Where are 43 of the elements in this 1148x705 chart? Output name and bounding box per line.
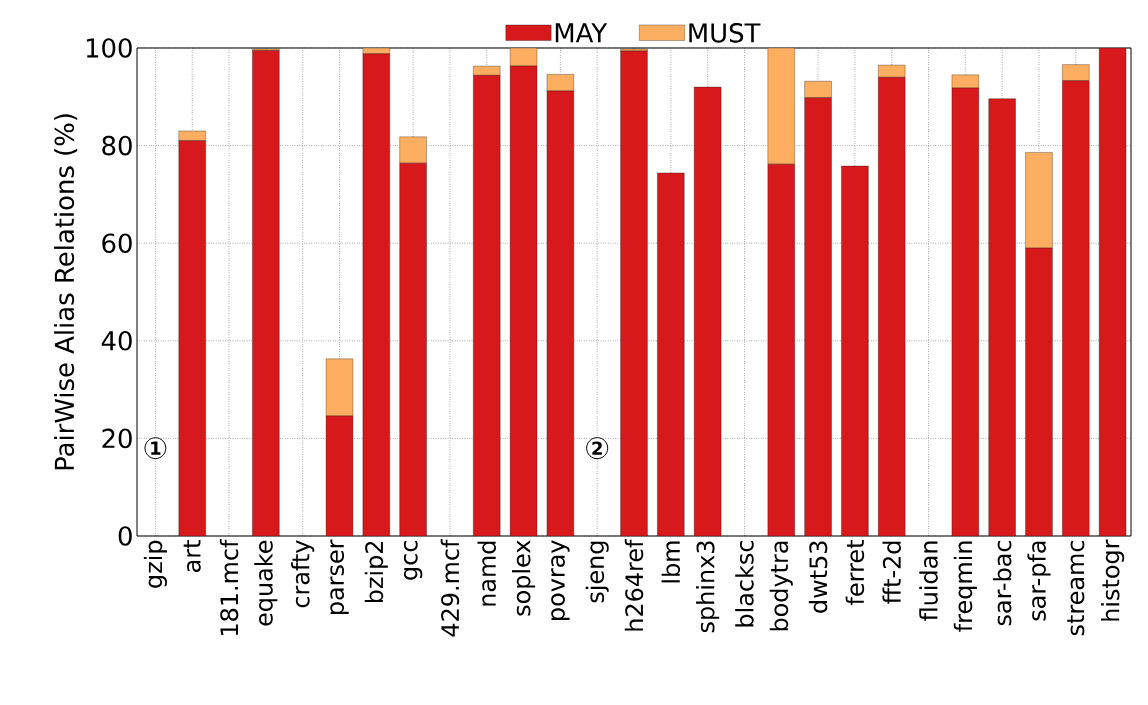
x-tick-label: histogr <box>1101 539 1125 621</box>
x-tick-label: povray <box>551 540 570 620</box>
y-tick-label: 0 <box>118 526 132 546</box>
y-tick-label: 60 <box>102 233 132 253</box>
x-tick-label: crafty <box>291 540 315 608</box>
x-tick-label: streamc <box>1067 541 1085 636</box>
x-tick-label: bodytra <box>769 541 793 631</box>
x-tick-label: ferret <box>845 540 865 605</box>
annotation: 2 <box>592 441 602 455</box>
x-tick-label: gzip <box>143 540 167 588</box>
x-tick-label: h264ref <box>624 539 644 631</box>
bar <box>399 136 427 164</box>
x-tick-label: gcc <box>403 541 423 580</box>
x-tick-label: sar-pfa <box>1027 541 1051 621</box>
x-tick-label: namd <box>477 541 496 606</box>
y-tick-label: 80 <box>102 135 132 156</box>
legend-label: MUST <box>689 23 761 43</box>
y-tick-label: 100 <box>86 38 132 58</box>
x-tick-label: art <box>183 540 201 572</box>
x-tick-label: fluidan <box>919 541 938 621</box>
x-tick-label: freqmin <box>953 541 977 632</box>
x-tick-label: bzip2 <box>364 541 388 603</box>
bar <box>325 358 354 417</box>
x-tick-label: equake <box>254 540 278 626</box>
x-tick-label: lbm <box>661 541 681 583</box>
x-tick-label: sjeng <box>585 541 609 603</box>
y-tick-label: 40 <box>101 330 132 351</box>
x-tick-label: fft-2d <box>882 541 901 604</box>
x-tick-label: sphinx3 <box>696 541 720 633</box>
x-tick-label: dwt53 <box>808 541 828 613</box>
bar <box>1025 152 1053 249</box>
y-tick-label: 20 <box>102 428 132 449</box>
x-tick-label: blacksc <box>735 540 754 627</box>
bar <box>767 47 795 165</box>
x-tick-label: sar-bac <box>992 540 1012 626</box>
bar <box>1062 64 1090 81</box>
annotation: 1 <box>151 441 161 455</box>
x-tick-label: soplex <box>512 540 536 616</box>
x-tick-label: 429.mcf <box>440 539 460 637</box>
y-axis-title: PairWise Alias Relations (%) <box>54 114 78 470</box>
x-tick-label: 181.mcf <box>219 539 239 635</box>
legend-label: MAY <box>555 23 608 43</box>
x-tick-label: parser <box>330 539 349 615</box>
